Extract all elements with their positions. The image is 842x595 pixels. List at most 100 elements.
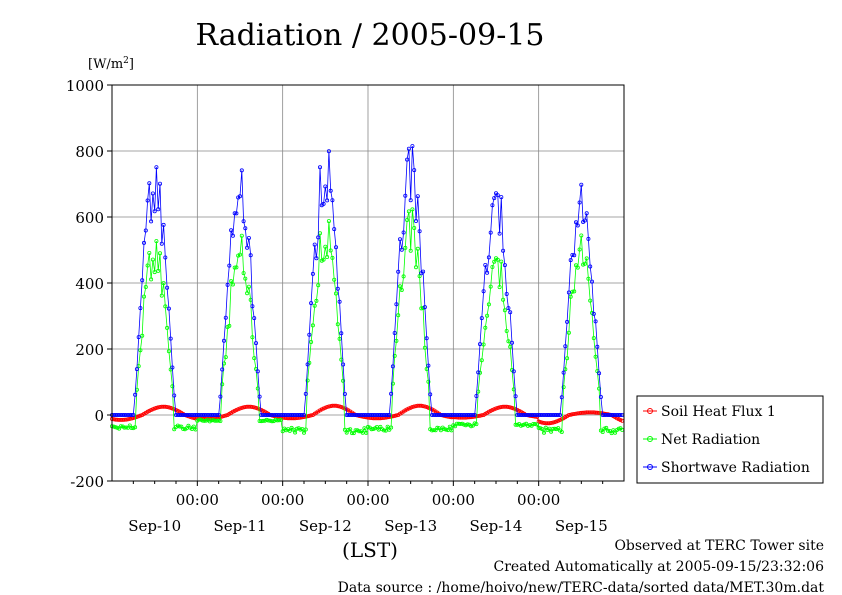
data-point [149, 277, 154, 282]
data-point [477, 342, 482, 347]
data-point [156, 207, 161, 212]
data-point [438, 428, 443, 433]
data-point [575, 265, 580, 270]
data-point [421, 269, 426, 274]
data-point [220, 382, 225, 387]
data-point [291, 427, 296, 432]
data-point [616, 426, 621, 431]
data-point [413, 404, 418, 409]
data-point [540, 427, 545, 432]
data-point [309, 301, 314, 306]
data-point [445, 428, 450, 433]
data-point [461, 415, 466, 420]
data-point [588, 298, 593, 303]
data-point [118, 424, 123, 429]
data-point [266, 418, 271, 423]
x-tick-label: 00:00 [346, 491, 389, 509]
data-point [593, 319, 598, 324]
data-point [422, 305, 427, 310]
data-point [582, 261, 587, 266]
data-point [268, 418, 273, 423]
data-point [143, 284, 148, 289]
data-point [479, 316, 484, 321]
data-point [575, 223, 580, 228]
data-point [385, 424, 390, 429]
data-point [611, 428, 616, 433]
data-point [341, 362, 346, 367]
data-point [488, 230, 493, 235]
data-point [227, 323, 232, 328]
data-point [502, 263, 507, 268]
data-point [189, 412, 194, 417]
data-point [566, 290, 571, 295]
data-point [246, 235, 251, 240]
data-point [597, 371, 602, 376]
data-point [415, 194, 420, 199]
data-point [141, 294, 146, 299]
data-point [229, 228, 234, 233]
data-point [147, 250, 152, 255]
data-point [310, 323, 315, 328]
data-point [122, 417, 127, 422]
data-point [172, 393, 177, 398]
data-point [237, 194, 242, 199]
y-tick-label: -200 [70, 473, 104, 491]
data-point [303, 391, 308, 396]
data-point [204, 412, 209, 417]
data-point [328, 248, 333, 253]
data-point [426, 363, 431, 368]
data-point [485, 313, 490, 318]
data-point [572, 289, 577, 294]
data-point [442, 427, 447, 432]
data-point [342, 391, 347, 396]
data-point [396, 313, 401, 318]
footer-site: Observed at TERC Tower site [614, 538, 824, 554]
data-point [392, 330, 397, 335]
data-point [566, 412, 571, 417]
data-point [540, 420, 545, 425]
data-point [230, 282, 235, 287]
data-point [470, 412, 475, 417]
y-tick-label: 1000 [66, 77, 104, 95]
data-point [431, 428, 436, 433]
data-point [154, 239, 159, 244]
data-point [397, 284, 402, 289]
data-point [396, 269, 401, 274]
data-point [223, 315, 228, 320]
data-point [499, 195, 504, 200]
data-point [558, 412, 563, 417]
data-point [474, 393, 479, 398]
data-point [234, 211, 239, 216]
data-point [166, 306, 171, 311]
data-point [333, 245, 338, 250]
data-point [547, 426, 552, 431]
data-point [508, 405, 513, 410]
x-tick-label: 00:00 [176, 491, 219, 509]
data-point [330, 255, 335, 260]
series-line [112, 146, 623, 416]
legend-swatch-marker [647, 436, 653, 442]
data-point [495, 193, 500, 198]
data-point [189, 415, 194, 420]
data-point [250, 404, 255, 409]
data-point [221, 413, 226, 418]
data-point [506, 306, 511, 311]
data-point [490, 264, 495, 269]
data-point [584, 211, 589, 216]
data-point [570, 252, 575, 257]
axis-ticks: -200 0 200 400 600 800 1000 00:00 00:00 00:00 00:0… [66, 77, 608, 535]
data-point [170, 406, 175, 411]
data-point [474, 422, 479, 427]
data-point [332, 227, 337, 232]
data-point [131, 412, 136, 417]
data-point [428, 392, 433, 397]
data-point [412, 404, 417, 409]
data-point [150, 407, 155, 412]
data-point [218, 418, 223, 423]
data-point [598, 394, 603, 399]
data-point [129, 425, 134, 430]
data-point [495, 257, 500, 262]
data-point [335, 404, 340, 409]
data-point [353, 428, 358, 433]
data-point [163, 404, 168, 409]
